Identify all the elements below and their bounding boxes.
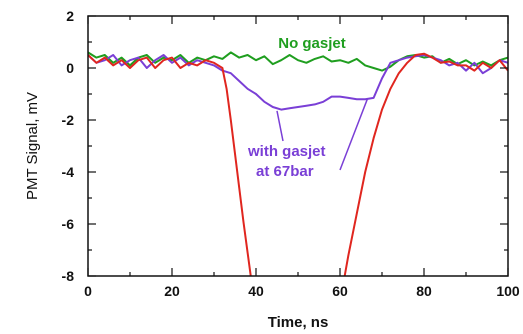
x-tick-label: 100 xyxy=(496,283,520,299)
x-tick-label: 0 xyxy=(84,283,92,299)
x-tick-label: 20 xyxy=(164,283,180,299)
x-tick-label: 60 xyxy=(332,283,348,299)
series-line-2 xyxy=(88,52,508,276)
annotation-no-gasjet: No gasjet xyxy=(278,35,346,52)
y-tick-label: -2 xyxy=(62,112,75,128)
y-axis-label: PMT Signal, mV xyxy=(24,92,41,200)
annotation-pointer-line xyxy=(276,110,284,142)
series-line-1 xyxy=(88,54,508,111)
y-tick-label: 0 xyxy=(66,60,74,76)
x-tick-label: 40 xyxy=(248,283,264,299)
annotation-with-gasjet: with gasjet xyxy=(247,143,326,160)
x-axis-label: Time, ns xyxy=(268,314,329,331)
y-tick-label: 2 xyxy=(66,8,74,24)
annotation-at-67bar: at 67bar xyxy=(256,163,314,180)
annotation-pointer-line xyxy=(339,98,368,171)
annotations: No gasjet with gasjet at 67bar xyxy=(247,35,368,180)
y-tick-label: -4 xyxy=(62,164,75,180)
x-tick-label: 80 xyxy=(416,283,432,299)
series-layer xyxy=(88,51,508,276)
y-tick-label: -6 xyxy=(62,216,75,232)
y-tick-label: -8 xyxy=(62,268,75,284)
